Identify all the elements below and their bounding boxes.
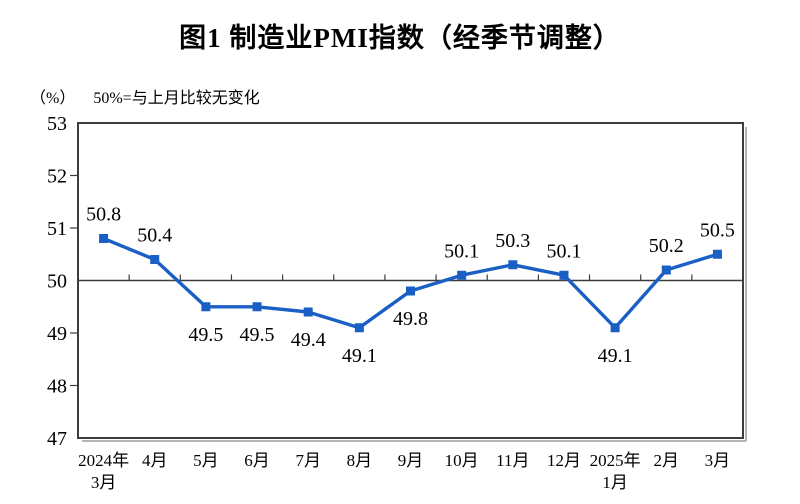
y-axis-label: 52: [47, 166, 67, 188]
y-axis-label: 53: [47, 113, 67, 135]
x-axis-label: 2024年: [78, 451, 129, 470]
y-axis-label: 49: [47, 323, 67, 345]
x-axis-label: 8月: [347, 451, 373, 470]
x-axis-label: 5月: [193, 451, 219, 470]
y-axis-label: 50: [47, 271, 67, 293]
data-point: [661, 265, 671, 275]
x-axis-label: 4月: [142, 451, 168, 470]
reference-line-note: 50%=与上月比较无变化: [93, 90, 260, 107]
y-axis-label: 48: [47, 376, 67, 398]
data-point: [354, 323, 364, 333]
data-label: 50.5: [700, 219, 735, 241]
data-label: 49.5: [188, 324, 223, 346]
x-axis-label: 1月: [602, 473, 628, 492]
data-point: [559, 270, 569, 280]
data-point: [712, 249, 722, 259]
chart-title: 图1 制造业PMI指数（经季节调整）: [179, 23, 621, 53]
data-point: [99, 234, 109, 243]
x-axis-label: 10月: [445, 451, 479, 470]
x-axis-label: 12月: [547, 451, 581, 470]
data-label: 49.5: [240, 324, 275, 346]
data-label: 50.1: [444, 240, 479, 262]
x-axis-label: 9月: [398, 451, 424, 470]
data-point: [610, 323, 620, 333]
x-axis-label: 2025年: [590, 451, 641, 470]
data-label: 50.3: [495, 230, 530, 252]
data-label: 49.1: [598, 345, 633, 367]
data-label: 50.8: [86, 204, 121, 226]
x-axis-label: 3月: [705, 451, 731, 470]
data-point: [406, 286, 415, 296]
y-axis-unit-label: （%）: [30, 90, 76, 107]
chart-subtitle: （%） 50%=与上月比较无变化: [30, 84, 260, 108]
data-point: [303, 307, 313, 317]
data-point: [508, 260, 518, 270]
x-axis-label: 7月: [295, 451, 321, 470]
data-label: 50.1: [546, 240, 581, 262]
data-label: 50.2: [649, 235, 684, 257]
x-axis-label: 2月: [654, 451, 680, 470]
data-label: 49.4: [291, 329, 326, 351]
data-label: 50.4: [137, 225, 172, 247]
data-label: 49.8: [393, 308, 428, 330]
y-axis-label: 51: [47, 218, 67, 240]
plot-border: [77, 122, 744, 439]
data-point: [150, 255, 160, 264]
x-axis-label: 11月: [496, 451, 529, 470]
data-label: 49.1: [342, 345, 377, 367]
y-axis-label: 47: [47, 428, 67, 450]
x-axis-label: 6月: [244, 451, 270, 470]
x-axis-label: 3月: [91, 473, 117, 492]
data-point: [252, 302, 262, 312]
data-point: [457, 270, 467, 280]
data-point: [201, 302, 211, 312]
